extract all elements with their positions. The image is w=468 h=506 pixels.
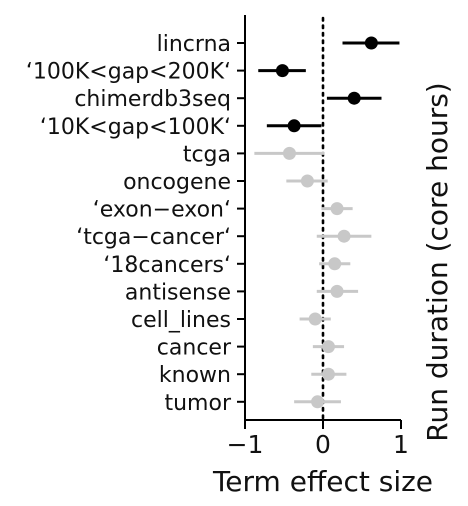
term-label: antisense [125,280,231,305]
estimate-point [321,340,335,354]
y-ticks [237,42,245,403]
x-tick-label: −1 [227,430,264,459]
estimate-point [311,395,325,409]
term-label: cell_lines [131,308,231,333]
term-label: tumor [164,391,231,416]
estimate-point [364,36,378,50]
term-label: known [159,363,231,388]
x-tick-labels: −1 0 1 [227,430,409,459]
term-label: ‘tcga−cancer‘ [76,225,231,250]
y-tick-labels: lincrna ‘100K<gap<200K‘chimerdb3seq ‘10K<g… [26,32,232,416]
estimate-point [282,146,296,160]
estimate-point [328,257,342,271]
term-label: ‘10K<gap<100K‘ [40,115,231,140]
estimate-point [300,174,314,188]
y-axis-title: Run duration (core hours) [421,82,454,441]
estimate-points [275,36,378,409]
term-label: chimerdb3seq [74,87,231,112]
estimate-point [347,91,361,105]
x-tick-label: 1 [393,430,409,459]
x-tick-label: 0 [315,430,331,459]
x-ticks [244,420,402,429]
estimate-point [275,64,289,78]
estimate-point [337,229,351,243]
term-label: ‘100K<gap<200K‘ [26,60,231,85]
term-label: lincrna [157,32,231,57]
term-label: ‘18cancers‘ [103,253,231,278]
term-label: tcga [183,142,231,167]
estimate-point [321,367,335,381]
estimate-point [287,119,301,133]
estimate-point [330,202,344,216]
x-axis-title: Term effect size [212,465,433,498]
estimate-point [308,312,322,326]
term-label: cancer [157,336,232,361]
term-label: oncogene [123,170,231,195]
estimate-point [330,284,344,298]
term-label: ‘exon−exon‘ [93,198,231,223]
